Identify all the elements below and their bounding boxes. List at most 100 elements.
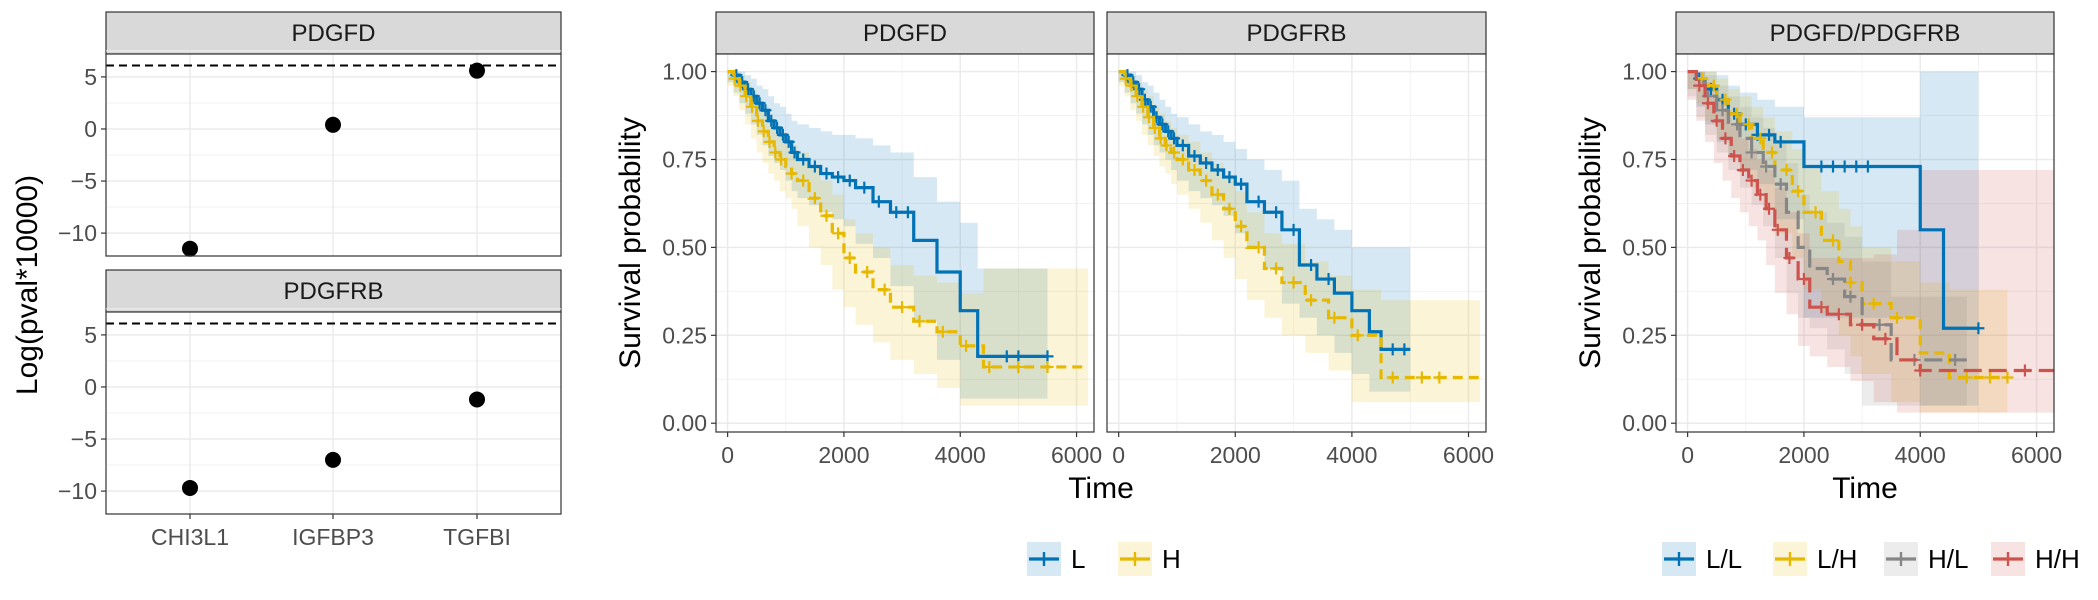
censor-mark-l — [1398, 343, 1411, 356]
facet-strip-pdgfrb-bg — [105, 269, 562, 313]
y-axis-title: Survival probability — [1574, 117, 1607, 369]
censor-mark-l — [753, 97, 766, 110]
censor-mark-h-l — [1949, 353, 1962, 366]
y-axis-title: Survival probability — [614, 117, 647, 369]
y-tick-label: −5 — [71, 168, 97, 194]
x-tick-label-chi3l1: CHI3L1 — [151, 524, 229, 550]
censor-mark-l-h — [1780, 164, 1793, 177]
legend-chart-2: L/L L/H H/L H/H — [1662, 542, 2080, 576]
censor-mark-h — [757, 125, 770, 138]
censor-mark-l-h — [1867, 297, 1880, 310]
censor-mark-h — [1154, 132, 1167, 145]
x-tick-label: 0 — [1112, 442, 1125, 468]
censor-mark-l — [1012, 350, 1025, 363]
censor-mark-l — [1168, 132, 1181, 145]
censor-mark-l — [858, 181, 871, 194]
censor-mark-h-l — [1774, 178, 1787, 191]
panel-border — [105, 53, 562, 257]
censor-mark-l-h — [1984, 371, 1997, 384]
censor-mark-h — [740, 90, 753, 103]
data-point-igfbp3 — [325, 116, 341, 133]
censor-mark-l — [1322, 273, 1335, 286]
censor-mark-l — [872, 195, 885, 208]
censor-mark-l-l — [1838, 160, 1851, 173]
km-panel-pdgfd-pdgfrb — [1675, 53, 2055, 433]
censor-mark-h-h — [1728, 149, 1741, 162]
censor-mark-l-l — [1827, 160, 1840, 173]
censor-mark-l-h — [1754, 132, 1767, 145]
censor-mark-l — [1041, 350, 1054, 363]
censor-mark-l — [776, 128, 789, 141]
censor-mark-l — [797, 153, 810, 166]
x-tick-label: 4000 — [1895, 442, 1946, 468]
data-point-tgfbi — [469, 391, 485, 408]
panel-background — [716, 54, 1094, 432]
censor-mark-l-h — [2001, 371, 2014, 384]
y-tick-label: 1.00 — [1622, 59, 1667, 85]
y-tick-label: 0.25 — [662, 322, 707, 348]
censor-mark-l — [1162, 125, 1175, 138]
censor-mark-h — [1328, 311, 1341, 324]
censor-mark-h-l — [1873, 318, 1886, 331]
legend-label-l-l: L/L — [1706, 544, 1742, 574]
censor-mark-l — [782, 135, 795, 148]
facet-strip-pdgfrb: PDGFRB — [283, 278, 383, 305]
data-point-chi3l1 — [182, 240, 198, 257]
censor-mark-l-l — [1763, 128, 1776, 141]
km-panel-pdgfrb — [1106, 53, 1487, 433]
legend-label-h: H — [1162, 544, 1181, 574]
censor-mark-l — [820, 167, 833, 180]
ci-ribbon-h — [727, 71, 1089, 406]
censor-mark-h — [913, 315, 926, 328]
y-tick-label: 5 — [84, 322, 97, 348]
censor-mark-h — [1012, 360, 1025, 373]
x-tick-label: 6000 — [1443, 442, 1494, 468]
censor-mark-h-h — [1832, 308, 1845, 321]
censor-mark-l — [890, 206, 903, 219]
censor-mark-l-h — [1827, 234, 1840, 247]
censor-mark-l — [1386, 343, 1399, 356]
censor-mark-h — [1200, 174, 1213, 187]
censor-mark-l — [1176, 139, 1189, 152]
censor-mark-h — [1176, 153, 1189, 166]
censor-mark-h — [1351, 329, 1364, 342]
legend-label-l: L — [1071, 544, 1085, 574]
y-tick-label: −5 — [71, 426, 97, 452]
censor-mark-h — [1148, 121, 1161, 134]
censor-mark-h — [878, 283, 891, 296]
censor-mark-h — [1305, 294, 1318, 307]
censor-mark-l-h — [1707, 79, 1720, 92]
x-tick-label: 4000 — [935, 442, 986, 468]
ci-ribbon-h — [1118, 71, 1481, 403]
y-tick-label: 0.00 — [662, 410, 707, 436]
censor-mark-l-l — [1861, 160, 1874, 173]
censor-mark-h — [751, 114, 764, 127]
censor-mark-h-h — [1815, 301, 1828, 314]
censor-mark-h — [1235, 220, 1248, 233]
survival-line-h — [727, 69, 1089, 369]
censor-mark-l-h — [1960, 371, 1973, 384]
y-tick-label: 0 — [84, 116, 97, 142]
censor-mark-h-l — [1827, 273, 1840, 286]
ci-ribbon-l — [727, 71, 1048, 399]
x-tick-label: 2000 — [818, 442, 869, 468]
y-tick-label: 0.50 — [1622, 234, 1667, 260]
y-tick-label: 0.00 — [1622, 410, 1667, 436]
data-point-tgfbi — [469, 62, 485, 79]
x-tick-label: 0 — [721, 442, 734, 468]
censor-mark-h — [769, 146, 782, 159]
censor-mark-h — [1168, 146, 1181, 159]
x-tick-label: 6000 — [1051, 442, 1102, 468]
censor-mark-h — [1131, 90, 1144, 103]
x-tick-label: 0 — [1681, 442, 1694, 468]
panel-border — [1675, 53, 2055, 433]
censor-mark-h-h — [1701, 97, 1714, 110]
ci-ribbon-l — [1118, 71, 1411, 392]
censor-mark-h — [1252, 241, 1265, 254]
censor-mark-h-h — [1771, 223, 1784, 236]
censor-mark-h — [1223, 202, 1236, 215]
censor-mark-h — [832, 227, 845, 240]
censor-mark-h-h — [1783, 251, 1796, 264]
y-tick-label: 0.75 — [1622, 146, 1667, 172]
